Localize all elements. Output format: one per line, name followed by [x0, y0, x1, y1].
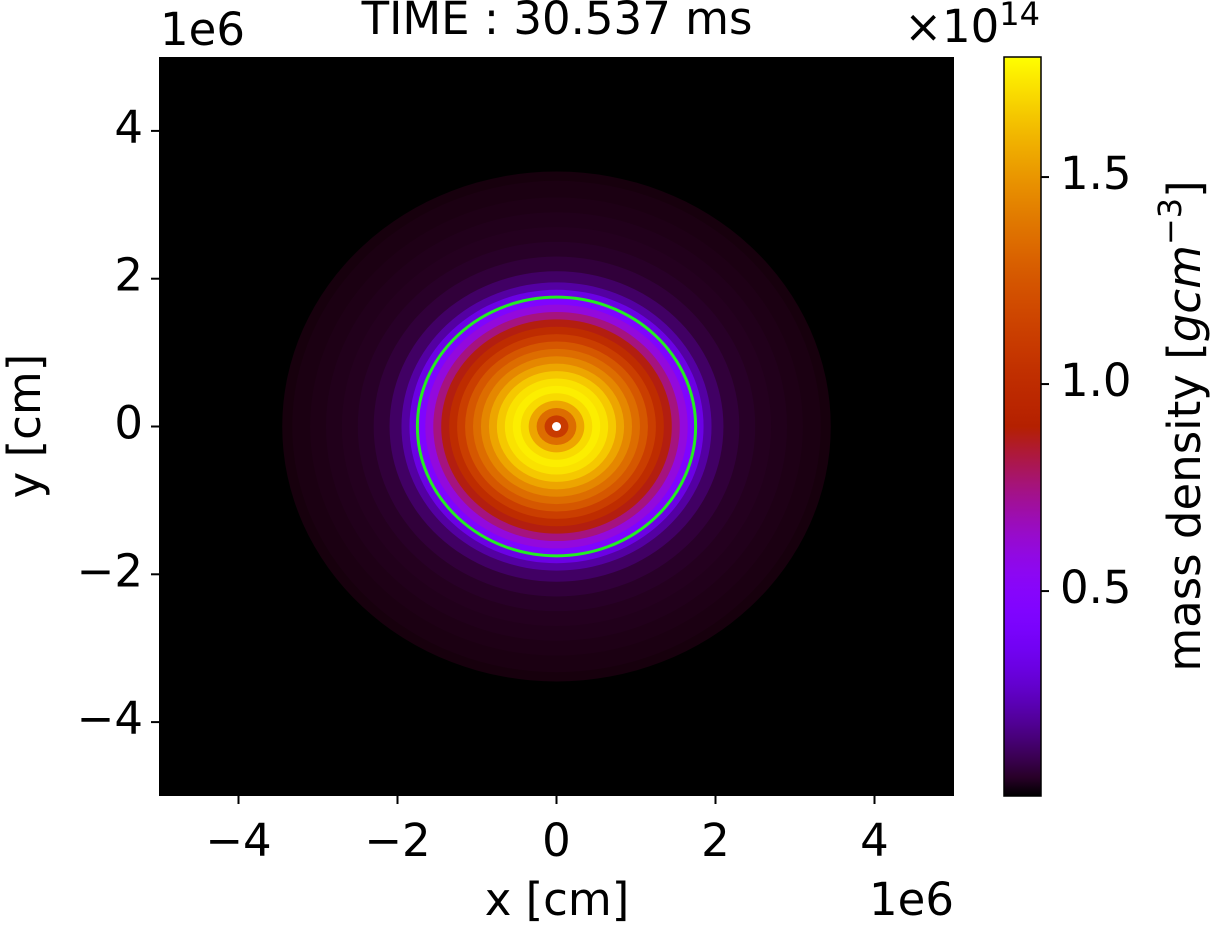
- colorbar-offset-exponent: 14: [999, 0, 1040, 33]
- colorbar-offset: ×1014: [904, 0, 1040, 53]
- y-offset: 1e6: [160, 3, 245, 56]
- center-marker: [552, 422, 561, 431]
- y-tick-label: 0: [114, 397, 143, 450]
- y-tick-label: −4: [77, 692, 143, 745]
- colorbar-label-exponent: −3: [1151, 198, 1189, 245]
- colorbar-label-math: gcm: [1158, 245, 1211, 342]
- x-tick-label: −2: [364, 814, 430, 867]
- x-tick-label: −4: [205, 814, 271, 867]
- y-tick-label: −2: [77, 544, 143, 597]
- colorbar-offset-base: ×10: [904, 0, 999, 53]
- x-tick-label: 4: [860, 814, 889, 867]
- x-offset: 1e6: [869, 873, 954, 926]
- colorbar: [1003, 56, 1042, 797]
- y-tick-label: 2: [114, 249, 143, 302]
- colorbar-tick-label: 1.5: [1060, 147, 1132, 200]
- chart-title: TIME : 30.537 ms: [361, 0, 753, 45]
- x-tick-label: 0: [542, 814, 571, 867]
- y-axis-label: y [cm]: [0, 354, 51, 499]
- colorbar-tick-label: 0.5: [1060, 561, 1132, 614]
- y-tick-label: 4: [114, 101, 143, 154]
- x-axis-label: x [cm]: [485, 873, 630, 926]
- x-tick-label: 2: [701, 814, 730, 867]
- colorbar-label-text: mass density [: [1158, 342, 1211, 671]
- contour: [415, 295, 698, 558]
- colorbar-label-close: ]: [1158, 180, 1211, 198]
- colorbar-tick-label: 1.0: [1060, 354, 1132, 407]
- colorbar-label: mass density [gcm−3]: [1151, 180, 1211, 671]
